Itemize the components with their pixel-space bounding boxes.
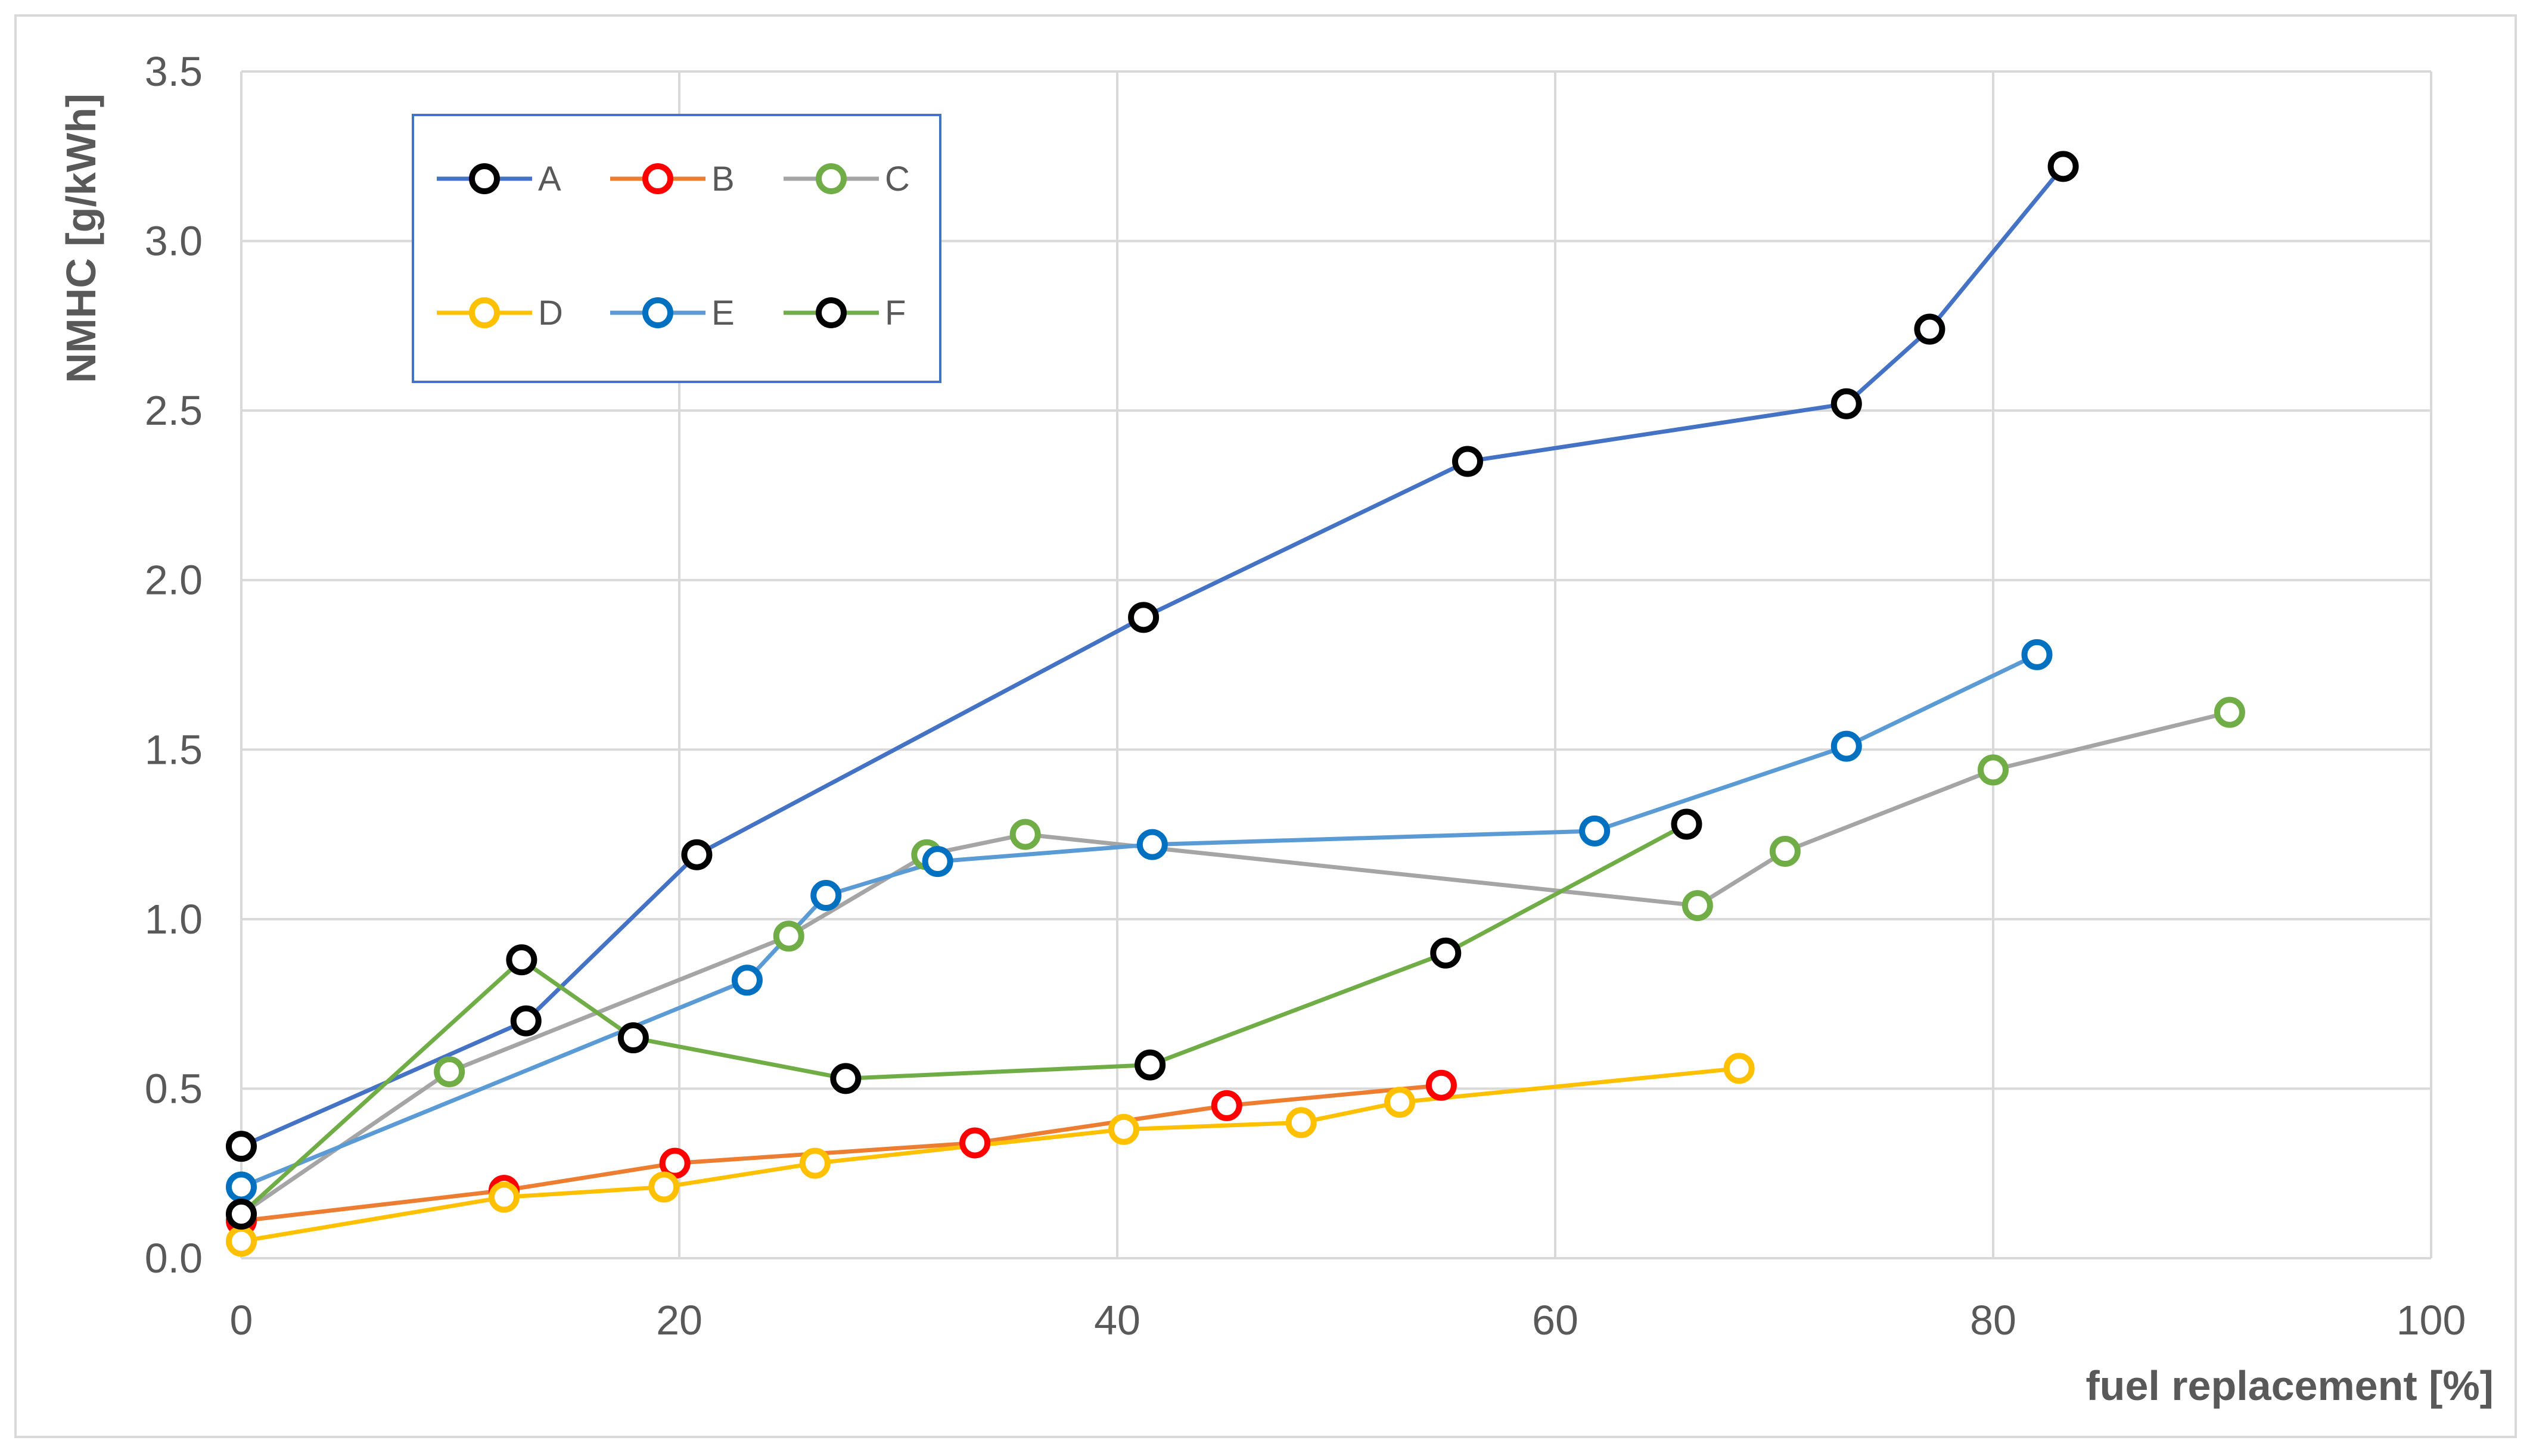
series-e-line xyxy=(240,652,2038,1189)
series-b-point xyxy=(959,1127,991,1159)
series-d-point xyxy=(1384,1087,1416,1118)
series-f-point xyxy=(226,1199,257,1230)
legend-box xyxy=(412,114,941,383)
series-a-point xyxy=(2047,151,2079,182)
series-d-point xyxy=(1285,1107,1317,1138)
series-d-point xyxy=(1108,1113,1140,1145)
legend-f-label: F xyxy=(885,294,906,332)
series-e-point xyxy=(2021,639,2053,670)
series-e-point xyxy=(922,846,953,878)
legend-f-marker xyxy=(816,297,847,328)
legend: A B C D E F xyxy=(412,114,941,383)
y-tick-label: 2.0 xyxy=(145,557,203,603)
y-tick-label: 1.0 xyxy=(145,896,203,942)
legend-b-marker xyxy=(642,163,673,194)
series-markers xyxy=(226,151,2245,1257)
y-tick-label: 3.5 xyxy=(145,48,203,95)
series-d-point xyxy=(799,1147,831,1179)
x-tick-label: 0 xyxy=(230,1297,253,1343)
series-e-point xyxy=(810,880,842,911)
series-b-point xyxy=(1211,1090,1242,1121)
series-e-point xyxy=(226,1171,257,1203)
series-c-point xyxy=(1769,836,1801,867)
series-c-line xyxy=(240,710,2230,1216)
series-b-point xyxy=(659,1147,691,1179)
series-f-point xyxy=(830,1063,862,1094)
x-tick-label: 80 xyxy=(1970,1297,2016,1343)
legend-e-marker xyxy=(642,297,673,328)
series-b-line xyxy=(241,1083,1442,1223)
series-f-point xyxy=(1135,1049,1166,1081)
series-f-point xyxy=(1671,808,1702,840)
y-axis-title: NMHC [g/kWh] xyxy=(58,94,104,383)
series-c-point xyxy=(773,920,804,952)
series-a-point xyxy=(226,1131,257,1162)
series-d-point xyxy=(489,1181,520,1213)
series-b-point xyxy=(1425,1069,1457,1101)
series-a-point xyxy=(681,839,713,870)
series-c-point xyxy=(1009,819,1041,850)
legend-d-marker xyxy=(469,297,500,328)
tick-labels: 0.0 0.5 1.0 1.5 2.0 2.5 3.0 3.5 0 20 40 60 80 100 xyxy=(145,48,2466,1343)
series-e-point xyxy=(731,965,763,996)
y-tick-label: 0.5 xyxy=(145,1065,203,1112)
x-tick-label: 20 xyxy=(656,1297,703,1343)
y-tick-label: 1.5 xyxy=(145,726,203,773)
series-a-point xyxy=(1830,388,1862,419)
legend-a-marker xyxy=(469,163,500,194)
x-tick-label: 60 xyxy=(1532,1297,1578,1343)
x-tick-label: 40 xyxy=(1094,1297,1140,1343)
series-f-point xyxy=(617,1022,649,1054)
series-a-line xyxy=(240,165,2065,1149)
series-e-point xyxy=(1579,815,1611,847)
legend-c-label: C xyxy=(885,160,910,198)
x-tick-label: 100 xyxy=(2397,1297,2466,1343)
series-c-point xyxy=(434,1056,465,1087)
series-a-point xyxy=(510,1005,542,1037)
legend-a-label: A xyxy=(538,160,561,198)
series-d-point xyxy=(1723,1053,1755,1084)
y-tick-label: 2.5 xyxy=(145,387,203,434)
y-tick-label: 0.0 xyxy=(145,1235,203,1281)
series-d-point xyxy=(226,1225,257,1257)
series-a-point xyxy=(1914,313,1945,345)
x-axis-title: fuel replacement [%] xyxy=(2086,1362,2494,1409)
legend-c-marker xyxy=(816,163,847,194)
series-e-point xyxy=(1830,730,1862,762)
series-f-point xyxy=(506,944,537,976)
series-c-point xyxy=(1682,890,1713,922)
series-c-point xyxy=(2214,696,2245,728)
y-tick-label: 3.0 xyxy=(145,218,203,265)
legend-e-label: E xyxy=(711,294,735,332)
series-a-point xyxy=(1452,446,1483,477)
legend-d-label: D xyxy=(538,294,563,332)
series-c-point xyxy=(1978,754,2009,786)
series-e-point xyxy=(1136,829,1168,860)
series-f-point xyxy=(1430,937,1462,969)
series-a-point xyxy=(1128,602,1160,633)
legend-b-label: B xyxy=(711,160,735,198)
series-d-point xyxy=(648,1171,680,1203)
